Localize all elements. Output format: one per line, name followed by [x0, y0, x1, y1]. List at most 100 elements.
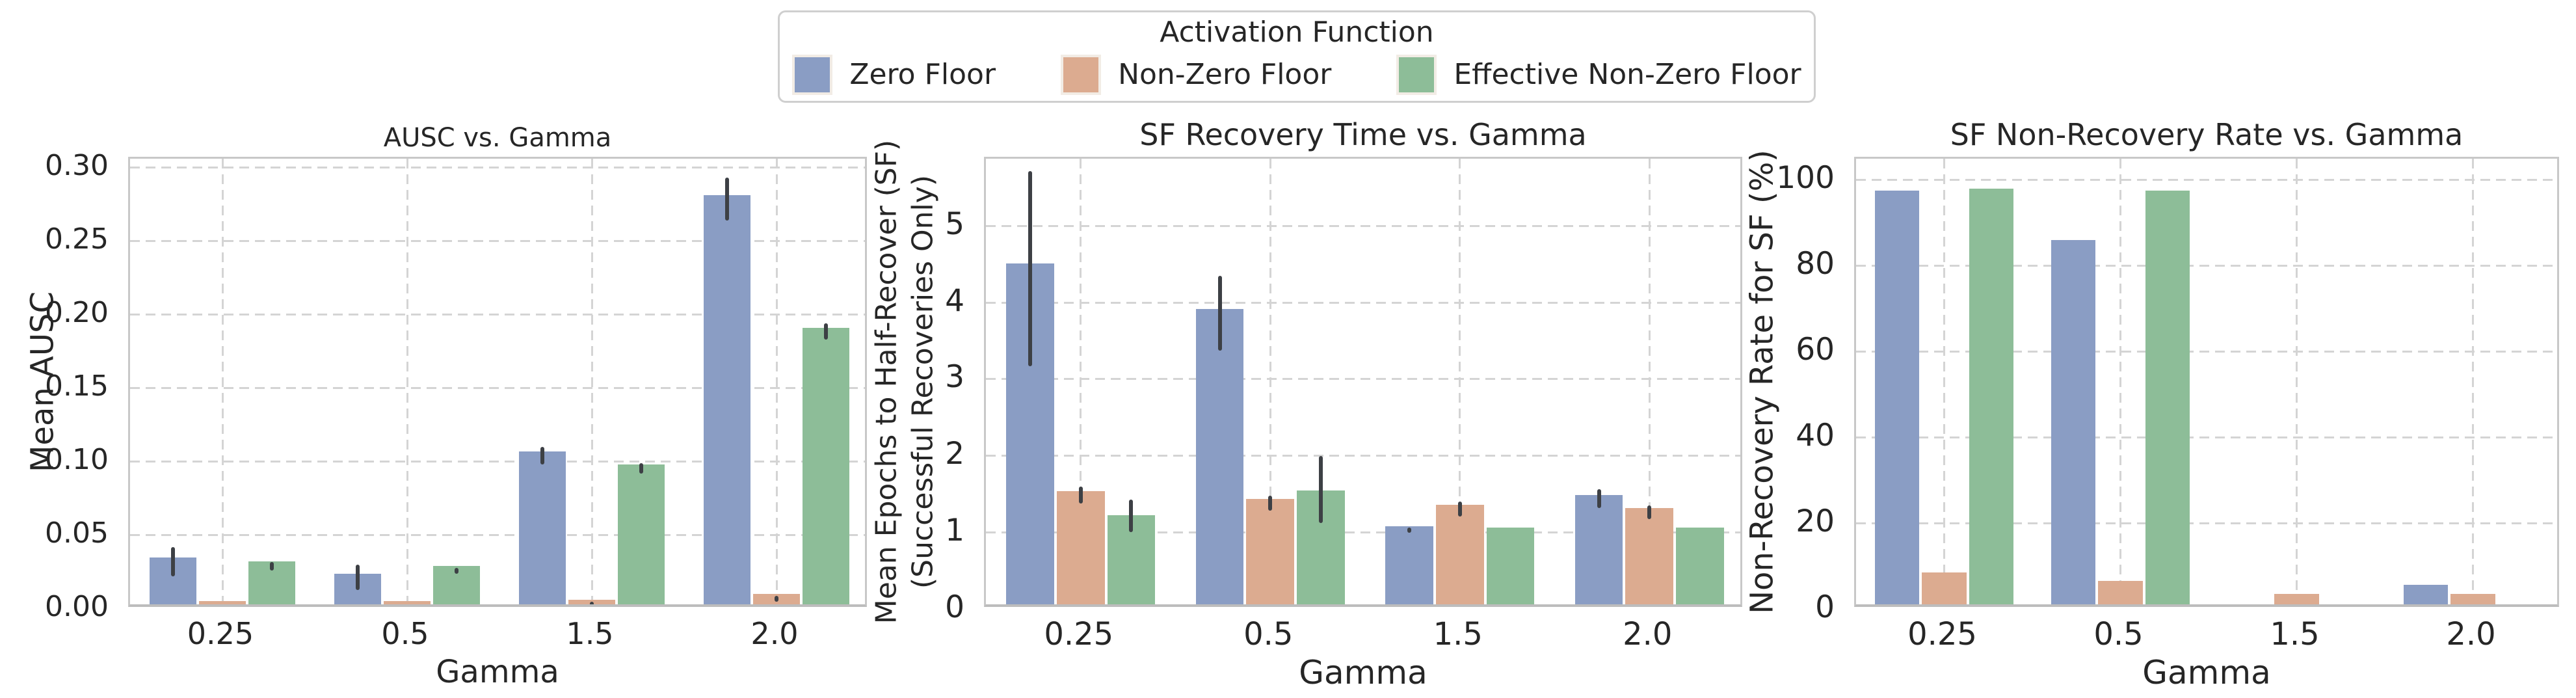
error-bar-non-zero-floor-0.25 — [220, 604, 224, 607]
legend-item-zero-floor: Zero Floor — [792, 55, 996, 95]
legend-swatch-non-zero-floor — [1061, 55, 1102, 95]
legend-swatch-effective-non-zero-floor — [1396, 55, 1437, 95]
y-tick-label-4: 4 — [945, 282, 964, 319]
legend-label-non-zero-floor: Non-Zero Floor — [1118, 58, 1332, 91]
bar-effective-non-zero-floor-0.5 — [2145, 191, 2190, 604]
bar-non-zero-floor-0.25 — [1056, 490, 1105, 604]
bar-effective-non-zero-floor-0.25 — [1107, 515, 1156, 604]
h-gridline-0.15 — [130, 387, 865, 390]
bar-effective-non-zero-floor-2.0 — [802, 327, 849, 604]
legend-item-effective-non-zero-floor: Effective Non-Zero Floor — [1396, 55, 1801, 95]
error-bar-zero-floor-0.25 — [1028, 170, 1033, 366]
h-gridline-0.30 — [130, 167, 865, 169]
x-axis-label: Gamma — [1299, 654, 1427, 691]
chart-title: SF Recovery Time vs. Gamma — [1139, 117, 1587, 152]
x-tick-label-1.5: 1.5 — [566, 616, 614, 651]
bar-non-zero-floor-0.25 — [199, 601, 246, 604]
error-bar-effective-non-zero-floor-0.5 — [454, 567, 458, 574]
legend: Activation Function Zero Floor Non-Zero … — [778, 10, 1816, 103]
v-gridline-1.5 — [1459, 159, 1461, 604]
error-bar-effective-non-zero-floor-0.25 — [1129, 499, 1134, 533]
bar-zero-floor-0.25 — [1875, 191, 1920, 604]
error-bar-effective-non-zero-floor-0.25 — [269, 561, 274, 571]
bar-zero-floor-1.5 — [1385, 526, 1433, 604]
bar-non-zero-floor-2.0 — [2450, 593, 2495, 604]
x-tick-label-0.25: 0.25 — [187, 616, 254, 651]
plot-area — [128, 157, 867, 607]
v-gridline-0.25 — [1080, 159, 1082, 604]
x-tick-label-1.5: 1.5 — [1433, 616, 1483, 652]
bar-zero-floor-1.5 — [519, 451, 566, 604]
bar-non-zero-floor-1.5 — [568, 600, 615, 604]
x-tick-label-0.5: 0.5 — [381, 616, 429, 651]
y-tick-label-0: 0 — [1815, 589, 1835, 625]
error-bar-effective-non-zero-floor-2.0 — [823, 323, 828, 340]
error-bar-zero-floor-0.5 — [1217, 276, 1222, 351]
h-gridline-2 — [986, 455, 1740, 457]
y-tick-label-1: 1 — [945, 512, 964, 548]
x-tick-label-0.5: 0.5 — [2093, 616, 2144, 652]
plot-area — [1854, 157, 2559, 607]
h-gridline-0.20 — [130, 314, 865, 316]
error-bar-non-zero-floor-0.5 — [1268, 495, 1273, 511]
bar-effective-non-zero-floor-2.0 — [1676, 528, 1724, 604]
h-gridline-40 — [1856, 436, 2557, 438]
error-bar-effective-non-zero-floor-1.5 — [639, 463, 643, 474]
x-tick-label-0.5: 0.5 — [1243, 616, 1294, 652]
bar-zero-floor-0.5 — [1195, 308, 1244, 604]
y-tick-label-40: 40 — [1796, 417, 1835, 453]
bar-zero-floor-2.0 — [2404, 585, 2449, 604]
bar-effective-non-zero-floor-0.25 — [248, 561, 295, 604]
h-gridline-1 — [986, 531, 1740, 533]
bar-effective-non-zero-floor-1.5 — [1486, 528, 1535, 604]
y-tick-label-0: 0 — [945, 589, 964, 625]
y-tick-label-0.10: 0.10 — [45, 442, 109, 476]
bar-zero-floor-0.25 — [1006, 263, 1054, 604]
y-tick-label-0.30: 0.30 — [45, 148, 109, 182]
h-gridline-100 — [1856, 179, 2557, 181]
v-gridline-0.5 — [1269, 159, 1271, 604]
h-gridline-5 — [986, 225, 1740, 228]
bar-effective-non-zero-floor-1.5 — [617, 464, 665, 604]
x-axis-label: Gamma — [2142, 654, 2271, 691]
y-tick-label-0.25: 0.25 — [45, 222, 109, 256]
error-bar-zero-floor-2.0 — [1597, 489, 1601, 508]
y-tick-label-0.20: 0.20 — [45, 295, 109, 329]
plot-area — [984, 157, 1742, 607]
h-gridline-0.10 — [130, 461, 865, 463]
error-bar-zero-floor-1.5 — [540, 447, 545, 465]
legend-label-zero-floor: Zero Floor — [849, 58, 996, 91]
v-gridline-0.5 — [406, 159, 408, 604]
chart-title: AUSC vs. Gamma — [383, 123, 612, 153]
h-gridline-80 — [1856, 265, 2557, 267]
error-bar-non-zero-floor-1.5 — [590, 601, 594, 604]
y-axis-label: Mean Epochs to Half-Recover (SF) (Succes… — [870, 139, 940, 624]
bar-non-zero-floor-1.5 — [2274, 593, 2319, 604]
bar-zero-floor-2.0 — [704, 195, 751, 604]
x-tick-label-2.0: 2.0 — [2446, 616, 2496, 652]
y-tick-label-20: 20 — [1796, 503, 1835, 539]
legend-items: Zero Floor Non-Zero Floor Effective Non-… — [792, 55, 1801, 95]
bar-non-zero-floor-0.5 — [1246, 498, 1295, 604]
legend-label-effective-non-zero-floor: Effective Non-Zero Floor — [1454, 58, 1801, 91]
bar-zero-floor-0.25 — [150, 557, 197, 604]
bar-non-zero-floor-2.0 — [1625, 507, 1674, 604]
v-gridline-0.5 — [2119, 159, 2121, 604]
error-bar-zero-floor-2.0 — [725, 178, 730, 221]
v-gridline-1.5 — [591, 159, 593, 604]
legend-item-non-zero-floor: Non-Zero Floor — [1061, 55, 1331, 95]
bar-non-zero-floor-1.5 — [1435, 505, 1484, 604]
h-gridline-20 — [1856, 522, 2557, 524]
h-gridline-60 — [1856, 351, 2557, 353]
error-bar-zero-floor-1.5 — [1407, 528, 1412, 533]
error-bar-non-zero-floor-0.25 — [1078, 486, 1083, 503]
bar-non-zero-floor-0.5 — [384, 601, 431, 604]
y-axis-label: Mean AUSC — [24, 291, 61, 472]
h-gridline-0.05 — [130, 534, 865, 537]
bar-non-zero-floor-2.0 — [753, 594, 800, 604]
error-bar-non-zero-floor-0.5 — [405, 604, 409, 607]
bar-effective-non-zero-floor-0.25 — [1969, 188, 2013, 604]
v-gridline-2.0 — [2472, 159, 2474, 604]
